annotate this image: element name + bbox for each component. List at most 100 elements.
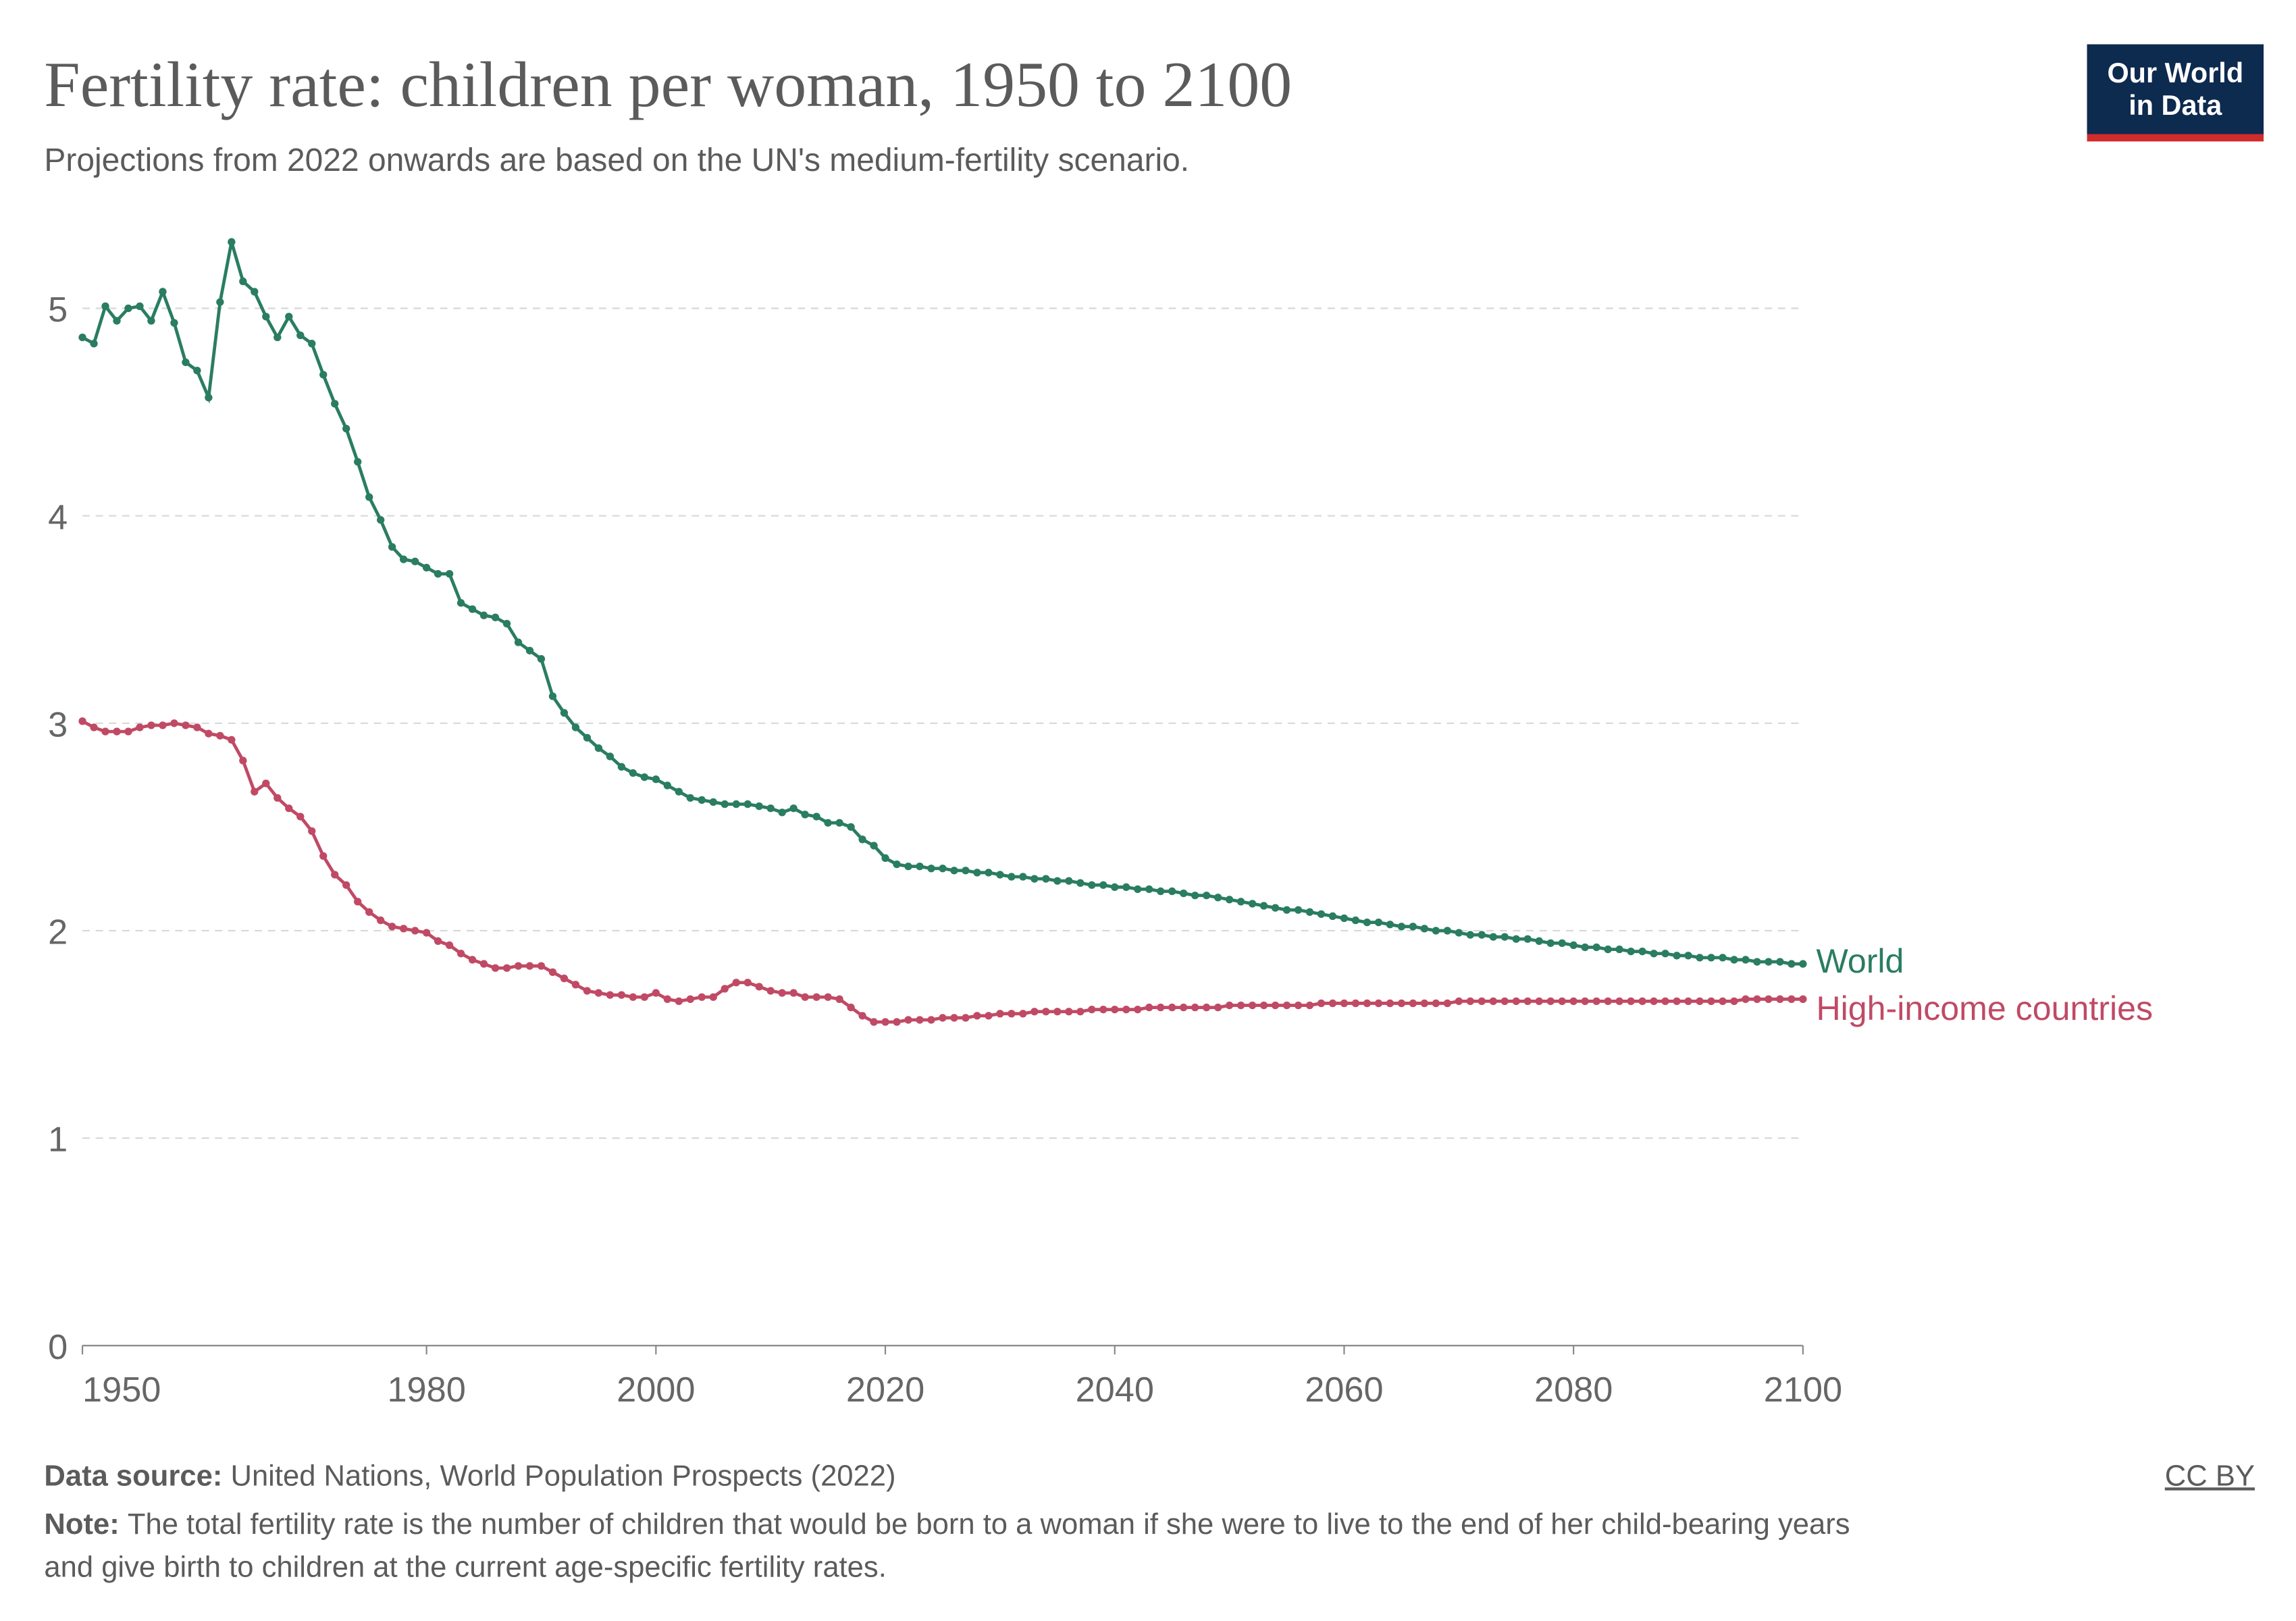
point <box>1581 943 1589 952</box>
point <box>617 763 626 771</box>
point <box>985 869 993 877</box>
point <box>147 317 155 325</box>
line <box>81 241 1803 966</box>
point <box>675 788 683 796</box>
point <box>1489 933 1497 941</box>
point <box>1259 902 1268 910</box>
point <box>1191 1003 1199 1012</box>
point <box>502 964 511 972</box>
point <box>1420 925 1429 933</box>
point <box>251 788 259 796</box>
point <box>159 288 167 296</box>
point <box>1363 918 1372 927</box>
point <box>525 646 534 654</box>
license[interactable]: CC BY <box>2165 1460 2255 1492</box>
point <box>1019 873 1027 881</box>
point <box>1076 1008 1085 1016</box>
point <box>1053 877 1062 885</box>
point <box>1765 995 1773 1003</box>
point <box>698 796 706 804</box>
point <box>1225 896 1234 904</box>
point <box>1042 1008 1050 1016</box>
point <box>652 775 660 783</box>
point <box>893 1018 901 1026</box>
point <box>812 813 820 821</box>
point <box>709 993 717 1001</box>
point <box>1111 1006 1119 1014</box>
point <box>1592 997 1600 1006</box>
logo-text: in Data <box>2129 90 2222 121</box>
point <box>1099 1006 1107 1014</box>
point <box>560 709 569 717</box>
point <box>445 941 454 950</box>
point <box>675 997 683 1006</box>
point <box>1145 885 1153 894</box>
point <box>1042 875 1050 883</box>
point <box>1638 997 1646 1006</box>
point <box>251 288 259 296</box>
point <box>354 458 362 466</box>
point <box>1386 921 1394 929</box>
point <box>1466 931 1474 939</box>
point <box>1305 1001 1314 1010</box>
point <box>193 723 201 731</box>
point <box>491 964 500 972</box>
point <box>962 1014 970 1022</box>
point <box>835 819 843 827</box>
point <box>399 925 408 933</box>
point <box>537 654 546 663</box>
point <box>571 981 580 989</box>
point <box>1317 910 1326 919</box>
point <box>1501 997 1509 1006</box>
logo[interactable]: Our World in Data <box>2087 44 2264 142</box>
note-text: and give birth to children at the curren… <box>44 1551 886 1583</box>
point <box>1030 1008 1039 1016</box>
point <box>1225 1001 1234 1010</box>
point <box>698 993 706 1001</box>
series <box>78 717 1807 1026</box>
series-label: High-income countries <box>1816 989 2153 1027</box>
series-label: World <box>1816 942 1904 980</box>
point <box>1397 999 1406 1008</box>
point <box>1374 918 1383 927</box>
point <box>285 804 293 813</box>
point <box>1409 999 1417 1008</box>
point <box>1799 995 1807 1003</box>
x-tick-label: 2040 <box>1076 1370 1154 1410</box>
point <box>216 731 224 740</box>
point <box>468 605 477 613</box>
logo-box <box>2087 44 2264 136</box>
point <box>1145 1003 1153 1012</box>
point <box>90 723 98 731</box>
point <box>1134 1006 1142 1014</box>
point <box>468 956 477 964</box>
point <box>228 238 236 246</box>
point <box>1236 898 1245 906</box>
point <box>973 1012 981 1020</box>
point <box>824 993 832 1001</box>
x-tick-label: 2060 <box>1305 1370 1383 1410</box>
point <box>1661 997 1669 1006</box>
point <box>743 979 752 987</box>
point <box>1363 999 1372 1008</box>
point <box>1397 923 1406 931</box>
point <box>939 865 947 873</box>
point <box>411 927 419 935</box>
point <box>262 313 270 321</box>
point <box>78 333 86 342</box>
point <box>1707 997 1715 1006</box>
note: Note: The total fertility rate is the nu… <box>44 1508 1850 1541</box>
point <box>1592 943 1600 952</box>
point <box>1501 933 1509 941</box>
x-tick-label: 2080 <box>1534 1370 1613 1410</box>
point <box>1374 999 1383 1008</box>
point <box>308 340 316 348</box>
point <box>1065 877 1073 885</box>
point <box>1191 892 1199 900</box>
point <box>1742 956 1750 964</box>
point <box>1088 1006 1096 1014</box>
point <box>1673 997 1681 1006</box>
x-tick-label: 2100 <box>1764 1370 1842 1410</box>
point <box>1030 875 1039 883</box>
point <box>1432 999 1440 1008</box>
